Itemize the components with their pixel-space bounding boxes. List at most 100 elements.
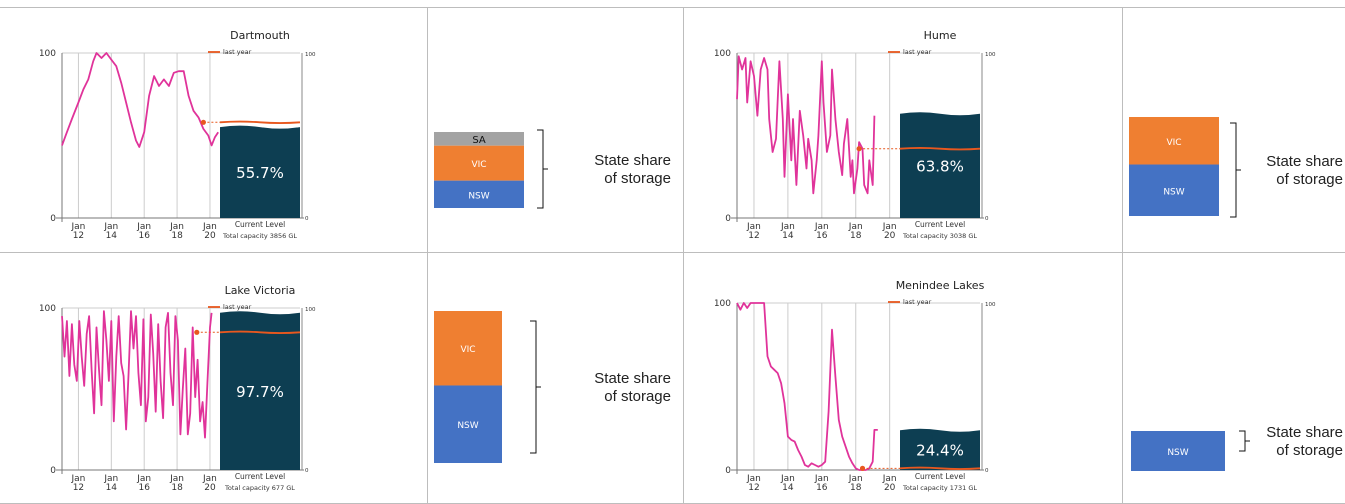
lake-victoria-xtick-3: Jan 18 — [169, 474, 184, 493]
share-bar-nsw — [434, 385, 502, 463]
menindee-lakes-right-tick-0: 0 — [985, 468, 989, 474]
share-label-vic: VIC — [460, 345, 475, 355]
share-bracket — [530, 320, 541, 454]
share-bar-nsw — [434, 180, 524, 208]
menindee-lakes-title: Menindee Lakes — [896, 279, 985, 292]
menindee-lakes-chart: 100 0 100 0 Jan 12 Jan 14 Jan 16 Jan 18 Jan 20 24.4% Cu… — [715, 275, 1005, 502]
menindee-state-share: NSW State share of storage — [1123, 253, 1345, 503]
menindee-lakes-current-level-label: Current Level — [915, 472, 965, 481]
menindee-lakes-capacity-label: Total capacity 1731 GL — [902, 484, 977, 492]
dartmouth-right-tick-0: 0 — [305, 216, 309, 222]
menindee-lakes-xtick-2: Jan 16 — [814, 474, 829, 493]
hume-chart-svg: 100 0 100 0 Jan 12 Jan 14 Jan 16 Jan 18 Jan 20 63.8% Cu… — [715, 29, 996, 241]
share-label-vic: VIC — [1166, 138, 1181, 148]
hume-title: Hume — [924, 29, 957, 42]
dartmouth-storage-line — [61, 52, 219, 148]
hume-capacity-label: Total capacity 3038 GL — [902, 232, 977, 240]
lake-victoria-ytick-0: 0 — [50, 466, 56, 476]
dartmouth-xtick-3: Jan 18 — [169, 222, 184, 241]
dartmouth-current-level-fill — [220, 125, 300, 218]
share-label-nsw: NSW — [457, 421, 478, 431]
grid-col-3 — [1122, 7, 1123, 504]
share-label-line2: of storage — [604, 388, 671, 405]
hume-xtick-3: Jan 18 — [848, 222, 863, 241]
hume-last-year-line — [899, 147, 981, 151]
menindee-lakes-xtick-1: Jan 14 — [780, 474, 795, 493]
hume-xtick-4: Jan 20 — [882, 222, 897, 241]
dartmouth-last-year-marker — [200, 119, 206, 125]
dartmouth-ytick-100: 100 — [40, 49, 56, 59]
dartmouth-title: Dartmouth — [230, 29, 290, 42]
hume-right-tick-100: 100 — [985, 52, 996, 58]
lake-victoria-current-level-fill — [220, 311, 300, 470]
grid-col-2 — [683, 7, 684, 504]
dartmouth-current-level-label: Current Level — [235, 220, 285, 229]
hume-current-level-fill — [900, 112, 980, 218]
hume-xtick-2: Jan 16 — [814, 222, 829, 241]
share-label-line1: State share — [594, 152, 671, 169]
share-bracket — [1239, 430, 1250, 452]
lake-victoria-xtick-2: Jan 16 — [136, 474, 151, 493]
dartmouth-chart: 100 0 100 0 Jan 12 Jan 14 Jan 16 Jan 18 Jan 20 55.7% Cu… — [40, 25, 325, 250]
share-label-nsw: NSW — [1163, 187, 1184, 197]
menindee-lakes-xtick-0: Jan 12 — [746, 474, 761, 493]
lake-victoria-last-year-line — [219, 330, 301, 334]
lake-victoria-xtick-4: Jan 20 — [202, 474, 217, 493]
lake-victoria-right-tick-0: 0 — [305, 468, 309, 474]
share-label-line1: State share — [594, 370, 671, 387]
dartmouth-current-level-value: 55.7% — [236, 164, 284, 182]
share-bar-vic — [1129, 117, 1219, 165]
share-label-vic: VIC — [471, 160, 486, 170]
menindee-lakes-chart-svg: 100 0 100 0 Jan 12 Jan 14 Jan 16 Jan 18 Jan 20 24.4% Cu… — [715, 279, 996, 493]
share-label-line1: State share — [1266, 424, 1343, 441]
lake-victoria-legend-label: last year — [223, 303, 252, 311]
menindee-lakes-xtick-3: Jan 18 — [848, 474, 863, 493]
lake-victoria-current-level-value: 97.7% — [236, 383, 284, 401]
hume-last-year-marker — [856, 146, 862, 152]
hume-chart: 100 0 100 0 Jan 12 Jan 14 Jan 16 Jan 18 Jan 20 63.8% Cu… — [715, 25, 1005, 250]
lake-victoria-capacity-label: Total capacity 677 GL — [224, 484, 295, 492]
grid-top-border — [0, 7, 1345, 8]
share-bar-vic — [434, 145, 524, 181]
menindee-lakes-last-year-marker — [859, 465, 866, 471]
share-label-nsw: NSW — [1167, 448, 1188, 458]
lake-victoria-title: Lake Victoria — [225, 284, 296, 297]
menindee-lakes-right-tick-100: 100 — [985, 302, 996, 308]
menindee-lakes-current-level-fill — [900, 428, 980, 470]
hume-current-level-value: 63.8% — [916, 157, 964, 175]
share-bracket — [537, 129, 548, 209]
hume-xtick-0: Jan 12 — [746, 222, 761, 241]
hume-ytick-0: 0 — [725, 214, 731, 224]
hume-storage-line — [736, 55, 876, 195]
share-bar-vic — [434, 311, 502, 386]
hume-xtick-1: Jan 14 — [780, 222, 795, 241]
dartmouth-capacity-label: Total capacity 3856 GL — [222, 232, 297, 240]
dartmouth-legend-label: last year — [223, 48, 252, 56]
hume-right-tick-0: 0 — [985, 216, 989, 222]
share-bracket — [1230, 122, 1241, 218]
lake-victoria-chart: 100 0 100 0 Jan 12 Jan 14 Jan 16 Jan 18 Jan 20 97.7% Cu… — [40, 280, 325, 502]
share-bar-sa — [434, 132, 524, 146]
share-label-sa: SA — [472, 135, 486, 146]
hume-current-level-label: Current Level — [915, 220, 965, 229]
share-label-line2: of storage — [1276, 171, 1343, 188]
share-bar-nsw — [1131, 431, 1225, 471]
dartmouth-xtick-1: Jan 14 — [103, 222, 118, 241]
menindee-lakes-legend-label: last year — [903, 298, 932, 306]
dartmouth-xtick-2: Jan 16 — [136, 222, 151, 241]
menindee-lakes-ytick-100: 100 — [715, 299, 731, 309]
dartmouth-right-tick-100: 100 — [305, 52, 316, 58]
share-label-line1: State share — [1266, 153, 1343, 170]
share-label-line2: of storage — [604, 170, 671, 187]
lake-victoria-xtick-0: Jan 12 — [71, 474, 86, 493]
menindee-lakes-xtick-4: Jan 20 — [882, 474, 897, 493]
dartmouth-ytick-0: 0 — [50, 214, 56, 224]
lake-victoria-chart-svg: 100 0 100 0 Jan 12 Jan 14 Jan 16 Jan 18 Jan 20 97.7% Cu… — [40, 284, 316, 493]
share-label-nsw: NSW — [468, 191, 489, 201]
menindee-lakes-ytick-0: 0 — [725, 466, 731, 476]
hume-legend-label: last year — [903, 48, 932, 56]
